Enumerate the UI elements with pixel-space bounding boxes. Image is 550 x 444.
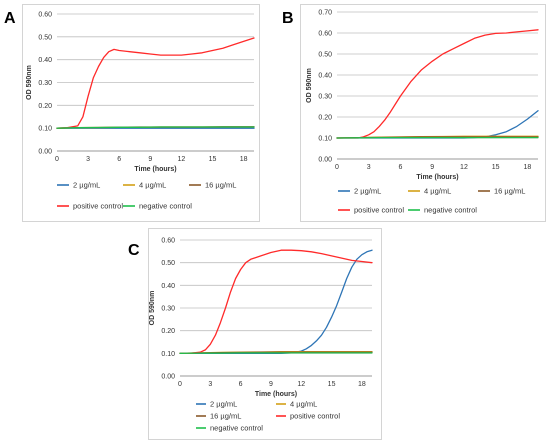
legend: 2 µg/mL 4 µg/mL 16 µg/mL positive control ne… — [57, 181, 236, 211]
series-line-2-g-ml — [336, 110, 539, 139]
legend-label: 4 µg/mL — [424, 187, 451, 196]
y-tick-label: 0.20 — [38, 103, 52, 110]
x-tick-label: 15 — [209, 156, 217, 163]
series-line-negative-control — [56, 126, 255, 129]
x-tick-label: 12 — [460, 164, 468, 171]
x-tick-label: 12 — [178, 156, 186, 163]
series-line-positive-control — [336, 29, 539, 139]
legend-label: 16 µg/mL — [494, 187, 525, 196]
y-tick-label: 0.20 — [161, 328, 175, 335]
chart-panel-b: 0.00 0.10 0.20 0.30 0.40 0.50 0.60 0.70 0 3 6 9 12 15… — [306, 10, 539, 215]
legend: 2 µg/mL 4 µg/mL 16 µg/mL positive control ne… — [196, 400, 340, 433]
x-axis-title: Time (hours) — [416, 174, 458, 181]
series-line-2-g-ml — [179, 249, 373, 354]
x-axis-title: Time (hours) — [134, 166, 176, 173]
panel-b-letter: B — [282, 10, 294, 27]
x-tick-label: 9 — [269, 381, 273, 388]
legend: 2 µg/mL 4 µg/mL 16 µg/mL positive control ne… — [338, 187, 525, 215]
y-tick-label: 0.20 — [318, 115, 332, 122]
y-tick-label: 0.40 — [161, 283, 175, 290]
y-tick-label: 0.60 — [318, 31, 332, 38]
x-tick-label: 6 — [239, 381, 243, 388]
y-tick-label: 0.40 — [38, 57, 52, 64]
x-tick-label: 9 — [430, 164, 434, 171]
legend-label: positive control — [290, 412, 340, 421]
series-line-positive-control — [179, 249, 373, 354]
legend-label: positive control — [73, 202, 123, 211]
y-tick-label: 0.50 — [161, 260, 175, 267]
x-tick-label: 3 — [208, 381, 212, 388]
panel-c-letter: C — [128, 242, 140, 259]
x-tick-label: 3 — [367, 164, 371, 171]
chart-panel-a: 0.00 0.10 0.20 0.30 0.40 0.50 0.60 0 3 6 9 12 15 18 Ti… — [26, 12, 255, 211]
y-axis-title: OD 590nm — [306, 68, 313, 103]
x-tick-label: 0 — [178, 381, 182, 388]
y-tick-label: 0.10 — [318, 136, 332, 143]
x-tick-label: 3 — [86, 156, 90, 163]
y-tick-label: 0.30 — [161, 306, 175, 313]
series-line-positive-control — [56, 37, 255, 129]
legend-label: 4 µg/mL — [139, 181, 166, 190]
x-tick-label: 0 — [335, 164, 339, 171]
y-axis-title: OD 590nm — [26, 65, 33, 100]
panel-c-frame — [148, 228, 382, 440]
y-tick-label: 0.30 — [38, 80, 52, 87]
y-tick-label: 0.00 — [161, 374, 175, 381]
x-axis-title: Time (hours) — [255, 391, 297, 398]
legend-label: 2 µg/mL — [354, 187, 381, 196]
y-tick-label: 0.70 — [318, 10, 332, 17]
y-tick-label: 0.00 — [38, 149, 52, 156]
panel-b-frame — [300, 4, 546, 222]
y-tick-label: 0.50 — [38, 34, 52, 41]
x-tick-label: 12 — [297, 381, 305, 388]
x-tick-label: 18 — [524, 164, 532, 171]
y-tick-label: 0.60 — [161, 238, 175, 245]
legend-label: 2 µg/mL — [73, 181, 100, 190]
y-tick-label: 0.30 — [318, 94, 332, 101]
x-tick-label: 18 — [240, 156, 248, 163]
x-tick-label: 15 — [492, 164, 500, 171]
y-axis-title: OD 590nm — [149, 291, 156, 326]
y-tick-label: 0.00 — [318, 157, 332, 164]
y-tick-label: 0.50 — [318, 52, 332, 59]
x-tick-label: 9 — [148, 156, 152, 163]
legend-label: positive control — [354, 206, 404, 215]
legend-label: 16 µg/mL — [205, 181, 236, 190]
x-tick-label: 0 — [55, 156, 59, 163]
y-tick-label: 0.10 — [161, 351, 175, 358]
x-tick-label: 6 — [399, 164, 403, 171]
legend-label: negative control — [139, 202, 192, 211]
legend-label: 16 µg/mL — [210, 412, 241, 421]
y-tick-label: 0.10 — [38, 126, 52, 133]
legend-label: 4 µg/mL — [290, 400, 317, 409]
x-tick-label: 6 — [117, 156, 121, 163]
panel-a-letter: A — [4, 10, 16, 27]
x-tick-label: 15 — [328, 381, 336, 388]
chart-panel-c: 0.00 0.10 0.20 0.30 0.40 0.50 0.60 0 3 6 9 12 15 18 Ti… — [149, 238, 373, 433]
y-tick-label: 0.40 — [318, 73, 332, 80]
x-tick-label: 18 — [358, 381, 366, 388]
legend-label: 2 µg/mL — [210, 400, 237, 409]
y-tick-label: 0.60 — [38, 12, 52, 19]
legend-label: negative control — [424, 206, 477, 215]
legend-label: negative control — [210, 424, 263, 433]
